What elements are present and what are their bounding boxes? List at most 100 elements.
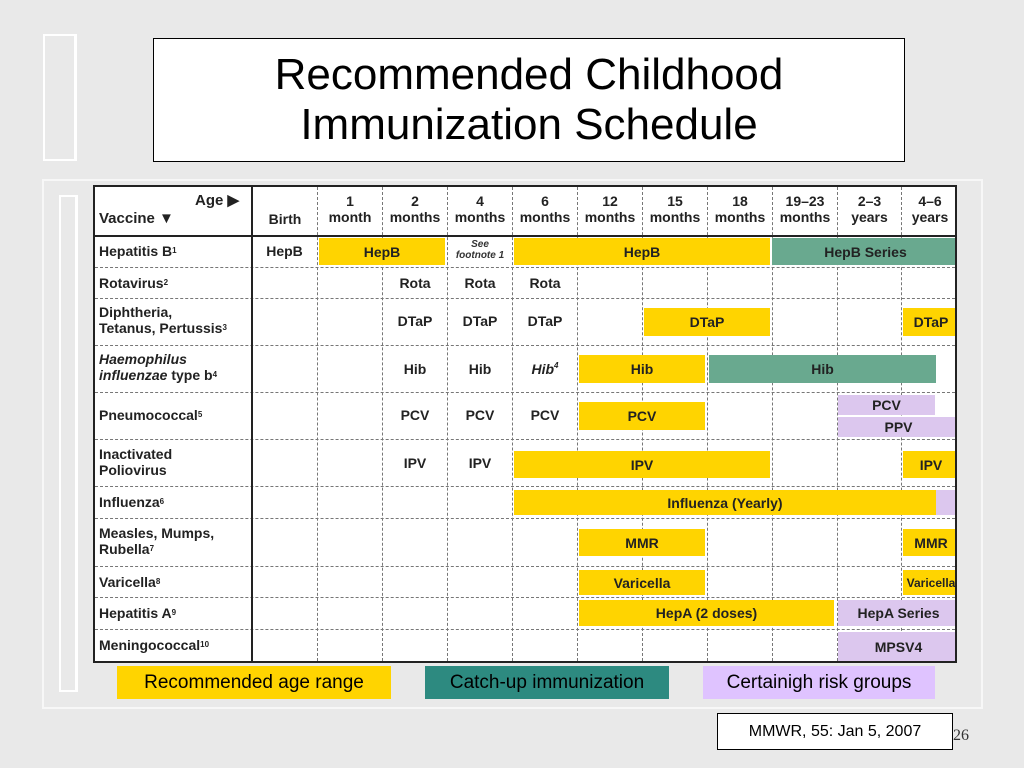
column-divider	[317, 187, 318, 661]
page-number: 26	[953, 727, 969, 744]
source-citation: MMWR, 55: Jan 5, 2007	[717, 713, 953, 750]
footnote-mark: 4	[554, 361, 559, 370]
hepa-risk-bar: HepA Series	[838, 600, 955, 626]
age-col-19-23-months: 19–23 months	[773, 193, 837, 225]
age-col-unit: months	[584, 209, 636, 225]
row-divider	[95, 597, 955, 598]
mmr-recommended-bar: MMR	[903, 529, 955, 556]
vaccine-name: Diphtheria, Tetanus, Pertussis	[99, 304, 223, 336]
age-col-label: Birth	[268, 211, 302, 227]
pcv-6-months-cell: PCV	[530, 407, 560, 423]
dtap-recommended-bar: DTaP	[903, 308, 955, 336]
vaccine-header: Vaccine ▼	[99, 210, 174, 227]
decorative-bracket	[43, 34, 77, 161]
vaccine-label-meningococcal: Meningococcal10	[99, 637, 209, 653]
age-col-unit: months	[714, 209, 766, 225]
pcv-2-months-cell: PCV	[400, 407, 430, 423]
footnote-mark: 9	[171, 608, 177, 617]
dtap-recommended-bar: DTaP	[644, 308, 770, 336]
pcv-risk-bar: PCV	[838, 395, 935, 415]
vaccine-name: Hepatitis B	[99, 243, 173, 259]
age-col-value: 4	[476, 193, 484, 209]
age-col-unit: years	[851, 209, 888, 225]
dtap-6-months-cell: DTaP	[527, 313, 563, 329]
age-col-2-3-years: 2–3 years	[838, 193, 901, 225]
hepb-birth-cell: HepB	[266, 243, 303, 259]
vaccine-name: Influenza	[99, 494, 160, 510]
column-divider	[512, 187, 513, 661]
footnote-mark: 4	[212, 370, 218, 379]
rota-4-months-cell: Rota	[464, 275, 496, 291]
column-divider	[837, 187, 838, 661]
rota-6-months-cell: Rota	[529, 275, 561, 291]
vaccine-name: Pneumococcal	[99, 407, 198, 423]
footnote-mark: 6	[159, 497, 165, 506]
age-col-value: 19–23	[785, 193, 825, 209]
row-divider	[95, 392, 955, 393]
hepa-recommended-bar: HepA (2 doses)	[579, 600, 834, 626]
column-divider	[447, 187, 448, 661]
row-divider	[95, 439, 955, 440]
ipv-2-months-cell: IPV	[403, 455, 427, 471]
mpsv4-risk-bar: MPSV4	[838, 632, 955, 661]
hepb-recommended-bar: HepB	[514, 238, 770, 265]
vaccine-label-hepatitis-a: Hepatitis A9	[99, 605, 176, 621]
age-header: Age ▶	[195, 192, 240, 209]
vaccine-name: Rotavirus	[99, 275, 164, 291]
immunization-schedule-table: Age ▶ Vaccine ▼ Birth 1 month 2 months 4 mo…	[93, 185, 957, 663]
vaccine-label-dtap: Diphtheria, Tetanus, Pertussis3	[99, 304, 227, 336]
column-divider	[577, 187, 578, 661]
age-col-value: 15	[667, 193, 683, 209]
varicella-recommended-bar: Varicella	[903, 570, 955, 595]
age-col-value: 1	[346, 193, 354, 209]
influenza-recommended-bar: Influenza (Yearly)	[514, 490, 936, 515]
vaccine-name: type b	[167, 367, 213, 383]
age-col-value: 2–3	[857, 193, 882, 209]
age-col-value: 2	[411, 193, 419, 209]
column-divider	[772, 187, 773, 661]
row-divider	[95, 629, 955, 630]
row-divider	[95, 345, 955, 346]
content-panel	[42, 179, 983, 709]
hepb-footnote-note: See footnote 1	[455, 239, 505, 261]
hib-4-months-cell: Hib	[468, 361, 492, 377]
footnote-mark: 2	[163, 278, 169, 287]
vaccine-label-mmr: Measles, Mumps, Rubella7	[99, 525, 214, 557]
influenza-risk-bar	[936, 490, 955, 515]
age-col-unit: months	[779, 209, 831, 225]
age-col-value: 6	[541, 193, 549, 209]
hepb-catchup-bar: HepB Series	[772, 238, 955, 265]
hib-recommended-bar: Hib	[579, 355, 705, 383]
legend-catch-up-immunization: Catch-up immunization	[425, 666, 669, 699]
age-col-value: 4–6	[918, 193, 942, 209]
pcv-recommended-bar: PCV	[579, 402, 705, 430]
legend-recommended-age-range: Recommended age range	[117, 666, 391, 699]
age-col-1-month: 1 month	[318, 193, 382, 225]
ppv-risk-bar: PPV	[838, 417, 955, 437]
row-divider	[95, 566, 955, 567]
row-divider	[95, 267, 955, 268]
rota-2-months-cell: Rota	[399, 275, 431, 291]
vaccine-name-italic: Haemophilus influenzae	[99, 351, 187, 383]
age-col-unit: years	[911, 209, 949, 225]
vaccine-label-influenza: Influenza6	[99, 494, 164, 510]
vaccine-label-pneumococcal: Pneumococcal5	[99, 407, 202, 423]
row-divider	[95, 486, 955, 487]
footnote-mark: 10	[200, 640, 210, 649]
footnote-mark: 3	[222, 323, 227, 332]
vaccine-label-hepatitis-b: Hepatitis B1	[99, 243, 177, 259]
age-col-4-months: 4 months	[448, 193, 512, 225]
hepb-recommended-bar: HepB	[319, 238, 445, 265]
vaccine-name: Meningococcal	[99, 637, 201, 653]
hib-6-months-text: Hib	[531, 361, 555, 377]
vaccine-label-hib: Haemophilus influenzae type b4	[99, 351, 217, 383]
age-col-18-months: 18 months	[708, 193, 772, 225]
ipv-recommended-bar: IPV	[514, 451, 770, 478]
age-col-birth: Birth	[253, 211, 317, 227]
footnote-mark: 8	[155, 577, 161, 586]
age-col-6-months: 6 months	[513, 193, 577, 225]
footnote-mark: 7	[149, 544, 155, 553]
vaccine-label-varicella: Varicella8	[99, 574, 160, 590]
footnote-mark: 1	[172, 246, 177, 255]
vaccine-name: Hepatitis A	[99, 605, 172, 621]
